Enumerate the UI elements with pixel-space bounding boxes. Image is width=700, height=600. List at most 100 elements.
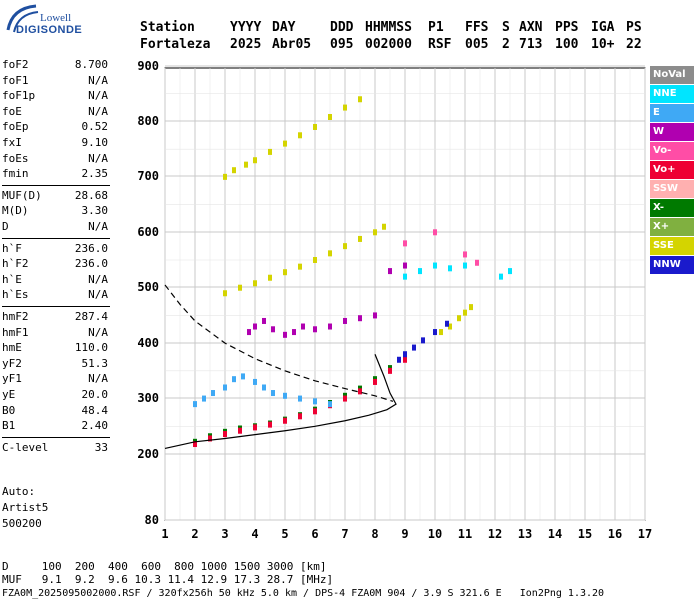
legend-item-nne: NNE xyxy=(650,85,694,103)
data-point-w xyxy=(253,323,257,330)
param-row: D N/A xyxy=(2,220,108,234)
legend-item-w: W xyxy=(650,123,694,141)
data-point-sse xyxy=(283,269,287,276)
header-value-3: 095 xyxy=(330,37,354,52)
data-point-sse xyxy=(469,304,473,311)
x-tick-label: 11 xyxy=(458,527,472,541)
header-label-7: S xyxy=(502,20,510,35)
data-point-sse xyxy=(253,157,257,164)
header-value-4: 002000 xyxy=(365,37,412,52)
param-row: foF2 8.700 xyxy=(2,58,108,72)
data-point-sse xyxy=(268,148,272,155)
param-row: hmE 110.0 xyxy=(2,341,108,355)
param-row: foE N/A xyxy=(2,105,108,119)
param-key: yF2 xyxy=(2,356,22,370)
x-tick-label: 2 xyxy=(191,527,198,541)
auto-code: 500200 xyxy=(2,517,42,530)
param-value: 48.4 xyxy=(81,403,109,417)
param-row: foF1 N/A xyxy=(2,74,108,88)
param-row: h`F 236.0 xyxy=(2,242,108,256)
param-value: N/A xyxy=(88,104,108,118)
param-value: N/A xyxy=(88,288,108,302)
x-tick-label: 8 xyxy=(371,527,378,541)
param-key: yF1 xyxy=(2,372,22,386)
header-label-0: Station xyxy=(140,20,195,35)
header-value-8: 713 xyxy=(519,37,543,52)
param-value: 9.10 xyxy=(81,136,109,149)
data-point-e xyxy=(283,392,287,399)
data-point-sse xyxy=(439,329,443,336)
param-row: fmin 2.35 xyxy=(2,167,108,181)
auto-label: Auto: xyxy=(2,485,36,498)
param-key: C-level xyxy=(2,440,49,454)
data-point-sse xyxy=(298,263,302,270)
header-value-7: 2 xyxy=(502,37,510,52)
param-value: 236.0 xyxy=(74,241,108,255)
param-row: fxI 9.10 xyxy=(2,136,108,150)
param-row: yF1 N/A xyxy=(2,372,108,386)
logo-product: DIGISONDE xyxy=(16,24,83,36)
data-point-vo xyxy=(463,251,467,258)
data-point-vo xyxy=(343,395,347,402)
legend-item-nnw: NNW xyxy=(650,256,694,274)
data-point-vo xyxy=(475,259,479,266)
param-key: h`Es xyxy=(2,288,29,302)
data-point-vo xyxy=(193,441,197,448)
data-point-nne xyxy=(499,273,503,280)
data-point-sse xyxy=(343,104,347,111)
data-point-nnw xyxy=(403,351,407,358)
param-value: N/A xyxy=(88,272,108,286)
param-key: M(D) xyxy=(2,204,29,218)
legend-item-vo: Vo- xyxy=(650,142,694,160)
distance-row: D 100 200 400 600 800 1000 1500 3000 [km… xyxy=(2,560,327,573)
param-value: 28.68 xyxy=(74,188,108,202)
param-row: h`Es N/A xyxy=(2,288,108,302)
logo-arc-icon xyxy=(6,4,39,33)
param-row: yE 20.0 xyxy=(2,388,108,402)
data-point-w xyxy=(283,331,287,338)
data-point-e xyxy=(241,373,245,380)
data-point-e xyxy=(262,384,266,391)
header-value-0: Fortaleza xyxy=(140,37,211,52)
param-key: B0 xyxy=(2,403,16,417)
data-point-vo xyxy=(358,388,362,395)
data-point-vo xyxy=(283,417,287,424)
data-point-sse xyxy=(457,315,461,322)
param-value: 3.30 xyxy=(81,204,109,218)
data-point-sse xyxy=(328,250,332,257)
header-label-3: DDD xyxy=(330,20,354,35)
file-info: FZA0M_2025095002000.RSF / 320fx256h 50 k… xyxy=(2,588,605,599)
data-point-e xyxy=(328,401,332,408)
param-value: 20.0 xyxy=(81,388,109,401)
data-point-vo xyxy=(268,421,272,428)
param-key: D xyxy=(2,220,9,233)
data-point-sse xyxy=(358,235,362,242)
logo-brand: Lowell xyxy=(40,12,72,24)
param-key: MUF(D) xyxy=(2,188,42,202)
data-point-sse xyxy=(283,140,287,147)
param-value: N/A xyxy=(88,73,108,87)
data-point-nnw xyxy=(421,337,425,344)
data-point-w xyxy=(358,315,362,322)
x-tick-label: 9 xyxy=(401,527,408,541)
data-point-nnw xyxy=(445,320,449,327)
data-point-sse xyxy=(343,243,347,250)
data-point-nne xyxy=(463,262,467,269)
data-point-sse xyxy=(253,280,257,287)
param-value: 8.700 xyxy=(74,58,108,71)
x-tick-label: 13 xyxy=(518,527,532,541)
x-tick-label: 5 xyxy=(281,527,288,541)
data-point-sse xyxy=(463,309,467,316)
param-key: foEs xyxy=(2,151,29,165)
param-key: B1 xyxy=(2,419,16,433)
param-value: N/A xyxy=(88,372,108,386)
legend-item-noval: NoVal xyxy=(650,66,694,84)
param-row: C-level 33 xyxy=(2,441,108,455)
header-label-6: FFS xyxy=(465,20,489,35)
data-point-sse xyxy=(328,113,332,120)
header-label-10: IGA xyxy=(591,20,615,35)
param-value: 51.3 xyxy=(81,356,109,370)
data-point-nnw xyxy=(397,356,401,363)
header-label-11: PS xyxy=(626,20,642,35)
